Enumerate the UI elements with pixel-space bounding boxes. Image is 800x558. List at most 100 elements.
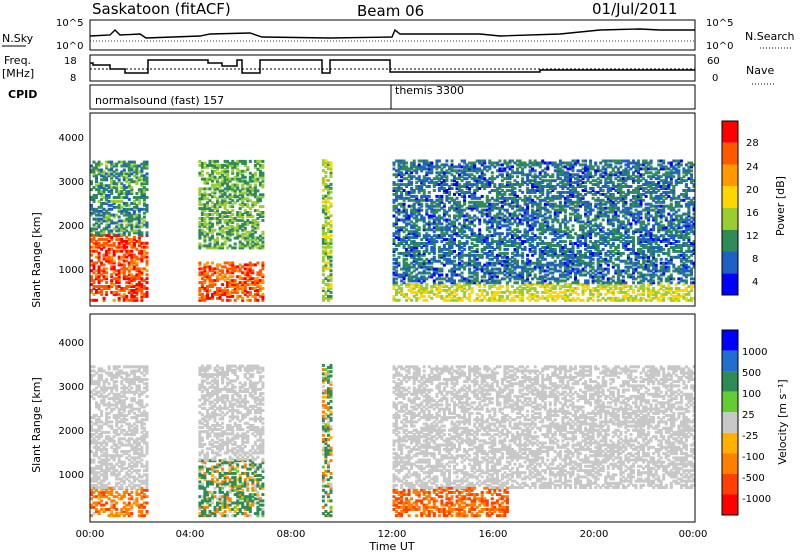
heatmap-cell [118,204,121,207]
heatmap-cell [599,293,602,296]
heatmap-cell [531,209,534,212]
heatmap-cell [566,226,569,229]
heatmap-cell [445,211,448,214]
heatmap-cell [675,283,678,286]
heatmap-cell [531,262,534,265]
heatmap-cell [554,277,557,280]
heatmap-cell [458,173,461,176]
heatmap-cell [330,224,333,227]
heatmap-cell [541,169,544,172]
heatmap-cell [541,219,544,222]
heatmap-cell [445,295,448,298]
heatmap-cell [471,162,474,165]
heatmap-cell [501,173,504,176]
heatmap-cell [541,240,544,243]
heatmap-cell [256,221,259,224]
heatmap-cell [471,205,474,208]
heatmap-cell [251,174,254,177]
heatmap-cell [118,161,121,164]
heatmap-cell [410,181,413,184]
heatmap-cell [95,194,98,197]
heatmap-cell [445,224,448,227]
heatmap-cell [592,287,595,290]
heatmap-cell [324,205,327,208]
heatmap-cell [486,291,489,294]
heatmap-cell [143,208,146,211]
heatmap-cell [229,219,232,222]
heatmap-cell [103,263,106,266]
heatmap-cell [105,275,108,278]
cpid-mode-2: themis 3300 [395,84,464,97]
heatmap-cell [229,201,232,204]
heatmap-cell [256,262,259,265]
heatmap-cell [201,170,204,173]
heatmap-cell [130,165,133,168]
heatmap-cell [445,175,448,178]
heatmap-cell [261,237,264,240]
heatmap-cell [241,233,244,236]
heatmap-cell [554,264,557,267]
heatmap-cell [146,176,149,179]
heatmap-cell [146,196,149,199]
heatmap-cell [592,293,595,296]
heatmap-cell [544,258,547,261]
heatmap-cell [330,283,333,286]
heatmap-cell [526,254,529,257]
heatmap-cell [108,256,111,259]
heatmap-cell [425,283,428,286]
heatmap-cell [118,220,121,223]
heatmap-cell [566,277,569,280]
heatmap-cell [519,236,522,239]
heatmap-cell [130,273,133,276]
heatmap-cell [554,195,557,198]
heatmap-cell [554,295,557,298]
heatmap-cell [541,215,544,218]
heatmap-cell [519,266,522,269]
heatmap-cell [128,198,131,201]
heatmap-cell [261,219,264,222]
heatmap-cell [216,233,219,236]
heatmap-cell [519,189,522,192]
heatmap-cell [108,194,111,197]
heatmap-cell [506,248,509,251]
heatmap-cell [471,260,474,263]
heatmap-cell [241,191,244,194]
heatmap-cell [330,250,333,253]
heatmap-cell [506,240,509,243]
heatmap-cell [226,170,229,173]
heatmap-cell [493,177,496,180]
heatmap-cell [445,289,448,292]
heatmap-cell [506,252,509,255]
heatmap-cell [514,187,517,190]
heatmap-cell [231,213,234,216]
noise-sky-line [90,29,695,38]
heatmap-cell [95,285,98,288]
heatmap-cell [445,299,448,302]
heatmap-cell [118,293,121,296]
heatmap-cell [433,177,436,180]
heatmap-cell [249,211,252,214]
heatmap-cell [254,172,257,175]
heatmap-cell [118,250,121,253]
heatmap-cell [324,283,327,286]
heatmap-cell [108,224,111,227]
heatmap-cell [410,175,413,178]
heatmap-cell [493,183,496,186]
heatmap-cell [531,175,534,178]
heatmap-cell [118,238,121,241]
heatmap-cell [108,212,111,215]
heatmap-cell [118,297,121,300]
heatmap-cell [261,172,264,175]
heatmap-cell [483,268,486,271]
noise-panel: N.Sky 10^5 10^0 10^5 10^0 N.Search [2,18,795,52]
heatmap-cell [531,287,534,290]
heatmap-cell [471,272,474,275]
heatmap-cell [445,160,448,163]
heatmap-cell [486,195,489,198]
heatmap-cell [471,220,474,223]
heatmap-cell [458,228,461,231]
heatmap-cell [211,262,214,265]
heatmap-cell [433,205,436,208]
heatmap-cell [241,223,244,226]
heatmap-cell [418,232,421,235]
